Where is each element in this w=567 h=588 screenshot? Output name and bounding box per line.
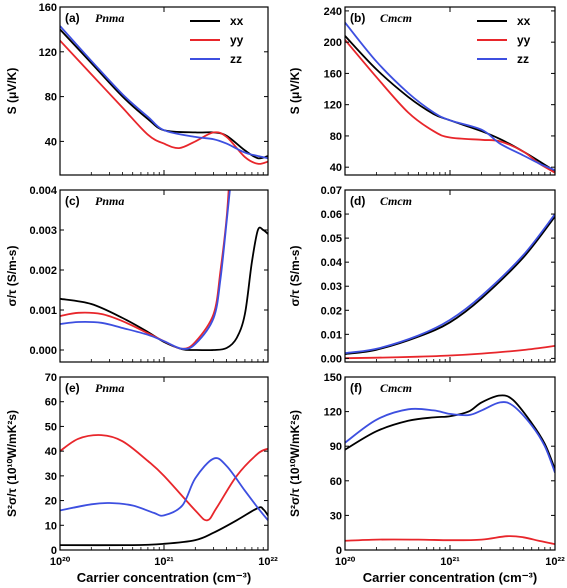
series-xx-line bbox=[345, 215, 555, 355]
x-tick-label: 10²¹ bbox=[440, 556, 460, 568]
y-tick-label: 0.05 bbox=[321, 233, 342, 245]
panel-title: Pnma bbox=[95, 194, 124, 208]
y-tick-label: 120 bbox=[39, 47, 57, 59]
series-yy-line bbox=[345, 39, 555, 174]
chart-panel: 0 10 20 30 40 50 60 70 10²⁰ 10²¹ 10²² Carrier conce… bbox=[5, 372, 278, 585]
panel-title: Pnma bbox=[95, 11, 124, 25]
plot-frame bbox=[344, 189, 556, 363]
legend-label: yy bbox=[230, 33, 244, 47]
y-tick-label: 0.00 bbox=[321, 353, 342, 365]
y-tick-label: 0.003 bbox=[29, 225, 57, 237]
series-xx-line bbox=[60, 226, 268, 352]
y-axis-label: S²σ/τ (10¹⁰W/mK²s) bbox=[5, 410, 19, 517]
series-yy-line bbox=[60, 39, 268, 165]
y-tick-label: 0 bbox=[51, 545, 57, 557]
y-tick-label: 30 bbox=[330, 510, 342, 522]
x-tick-label: 10²² bbox=[545, 556, 565, 568]
legend-label: zz bbox=[517, 52, 529, 66]
panel-label: (e) bbox=[65, 381, 80, 395]
y-tick-label: 80 bbox=[330, 131, 342, 143]
chart-panel: 40 80 120 160 S (μV/K) (a) Pnma xx yy zz bbox=[5, 2, 269, 176]
x-axis-label: Carrier concentration (cm⁻³) bbox=[363, 570, 537, 585]
x-tick-label: 10²⁰ bbox=[335, 556, 356, 568]
y-tick-label: 40 bbox=[45, 136, 57, 148]
y-tick-label: 120 bbox=[324, 407, 342, 419]
panel-label: (b) bbox=[350, 11, 365, 25]
y-tick-label: 60 bbox=[330, 476, 342, 488]
y-tick-label: 0.07 bbox=[321, 185, 342, 197]
y-tick-label: 150 bbox=[324, 372, 342, 384]
y-tick-label: 0 bbox=[336, 545, 342, 557]
y-tick-label: 30 bbox=[45, 471, 57, 483]
x-tick-label: 10²² bbox=[258, 556, 278, 568]
y-axis-label: σ/τ (S/m-s) bbox=[5, 246, 19, 307]
panel-label: (c) bbox=[65, 194, 80, 208]
chart-panel: 40 80 120 160 200 240 S (μV/K) (b) Cmcm xx yy zz bbox=[288, 6, 556, 176]
legend-label: xx bbox=[230, 14, 244, 28]
plot-frame bbox=[59, 376, 269, 551]
y-tick-label: 50 bbox=[45, 421, 57, 433]
y-tick-label: 160 bbox=[39, 2, 57, 14]
y-tick-label: 160 bbox=[324, 68, 342, 80]
panel-title: Cmcm bbox=[380, 11, 412, 25]
series-zz-line bbox=[60, 457, 268, 521]
y-tick-label: 60 bbox=[45, 397, 57, 409]
y-tick-label: 0.06 bbox=[321, 209, 342, 221]
panel-title: Cmcm bbox=[380, 381, 412, 395]
legend-label: xx bbox=[517, 14, 531, 28]
legend-label: zz bbox=[230, 52, 242, 66]
chart-panel: 0.00 0.01 0.02 0.03 0.04 0.05 0.06 0.07 σ/τ (S/m… bbox=[288, 185, 556, 365]
series-zz-line bbox=[345, 213, 555, 354]
series-xx-line bbox=[60, 28, 268, 160]
series-xx-line bbox=[60, 506, 268, 547]
y-axis-label: S (μV/K) bbox=[5, 68, 19, 115]
panel-label: (f) bbox=[350, 381, 362, 395]
series-yy-line bbox=[345, 345, 555, 360]
x-tick-label: 10²¹ bbox=[154, 556, 174, 568]
y-tick-label: 40 bbox=[45, 446, 57, 458]
panel-label: (d) bbox=[350, 194, 365, 208]
x-axis-label: Carrier concentration (cm⁻³) bbox=[77, 570, 251, 585]
y-axis-label: S²σ/τ (10¹⁰W/mK²s) bbox=[288, 410, 302, 517]
series-zz-line bbox=[60, 190, 231, 350]
y-tick-label: 0.03 bbox=[321, 281, 342, 293]
series-xx-line bbox=[345, 394, 555, 470]
panel-title: Pnma bbox=[95, 381, 124, 395]
legend-label: yy bbox=[517, 33, 531, 47]
y-tick-label: 0.001 bbox=[29, 305, 57, 317]
series-yy-line bbox=[345, 535, 555, 546]
y-tick-label: 200 bbox=[324, 37, 342, 49]
y-tick-label: 70 bbox=[45, 372, 57, 384]
y-tick-label: 90 bbox=[330, 441, 342, 453]
y-tick-label: 20 bbox=[45, 496, 57, 508]
y-tick-label: 0.04 bbox=[321, 257, 343, 269]
y-axis-label: σ/τ (S/m-s) bbox=[288, 246, 302, 307]
y-tick-label: 0.000 bbox=[29, 345, 57, 357]
y-tick-label: 0.02 bbox=[321, 305, 342, 317]
series-yy-line bbox=[60, 434, 268, 522]
y-tick-label: 80 bbox=[45, 92, 57, 104]
y-tick-label: 10 bbox=[45, 520, 57, 532]
y-tick-label: 120 bbox=[324, 100, 342, 112]
chart-panel: 0 30 60 90 120 150 10²⁰ 10²¹ 10²² Carrier concent… bbox=[288, 372, 565, 585]
panel-label: (a) bbox=[65, 11, 80, 25]
y-axis-label: S (μV/K) bbox=[288, 68, 302, 115]
plot-frame bbox=[344, 376, 556, 551]
y-tick-label: 0.01 bbox=[321, 329, 342, 341]
panel-title: Cmcm bbox=[380, 194, 412, 208]
series-zz-line bbox=[345, 22, 555, 172]
chart-panel: 0.000 0.001 0.002 0.003 0.004 σ/τ (S/m-s) (c) P… bbox=[5, 185, 269, 363]
y-tick-label: 0.002 bbox=[29, 265, 57, 277]
y-tick-label: 0.004 bbox=[29, 185, 57, 197]
series-zz-line bbox=[345, 401, 555, 474]
series-zz-line bbox=[60, 25, 268, 160]
x-tick-label: 10²⁰ bbox=[50, 556, 71, 568]
y-tick-label: 240 bbox=[324, 6, 342, 18]
y-tick-label: 40 bbox=[330, 162, 342, 174]
